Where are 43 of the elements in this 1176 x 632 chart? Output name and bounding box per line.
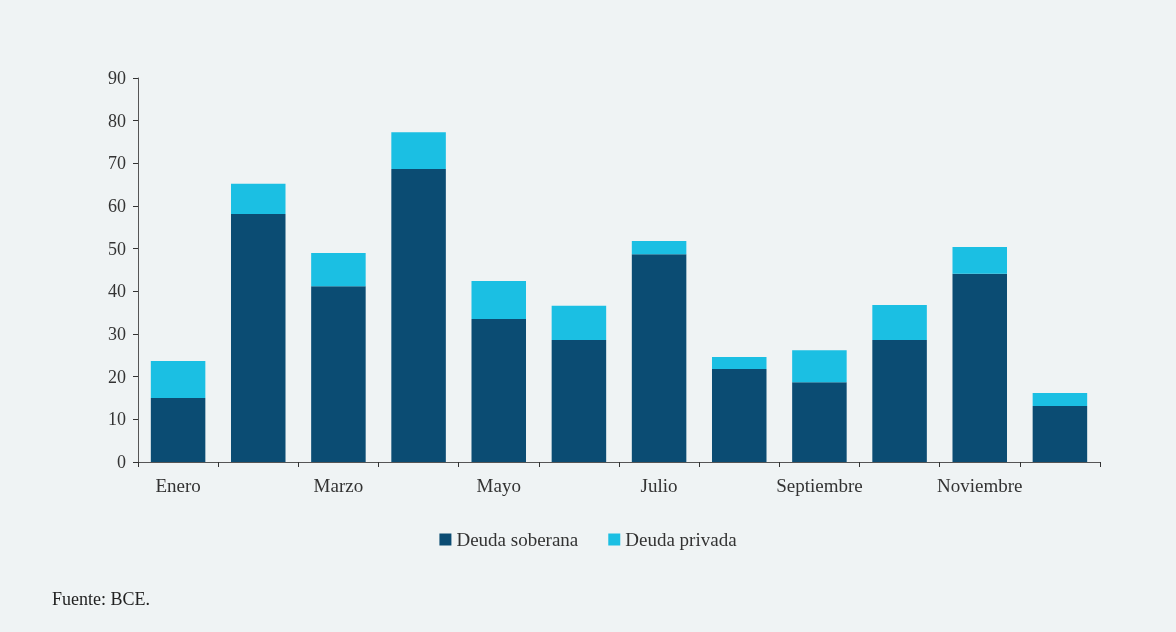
- bar: [872, 339, 927, 462]
- y-tick-label: 10: [108, 409, 126, 430]
- bar: [1032, 406, 1088, 462]
- bar: [230, 214, 286, 462]
- bar: [711, 357, 767, 369]
- y-tick-label: 40: [108, 281, 126, 302]
- y-tick-label: 0: [117, 452, 126, 472]
- x-tick-label: Enero: [155, 475, 201, 496]
- y-tick-label: 30: [108, 324, 126, 344]
- bar: [792, 350, 847, 383]
- y-tick-label: 50: [108, 238, 126, 259]
- bar: [391, 132, 446, 169]
- bar: [952, 246, 1008, 274]
- bar: [551, 305, 607, 340]
- bar: [471, 319, 527, 462]
- bar: [792, 382, 847, 462]
- bar: [631, 254, 687, 462]
- bar: [230, 183, 286, 215]
- y-tick-label: 80: [108, 110, 126, 131]
- y-tick-label: 90: [108, 68, 126, 88]
- bar: [391, 168, 446, 462]
- x-tick-label: Septiembre: [776, 475, 863, 496]
- y-tick-label: 20: [108, 366, 126, 387]
- x-tick-label: Julio: [640, 475, 678, 496]
- y-tick-label: 70: [108, 153, 126, 174]
- bar: [711, 368, 767, 462]
- bar: [471, 281, 527, 320]
- bar: [631, 240, 687, 255]
- x-tick-label: Mayo: [476, 475, 521, 496]
- bar: [1032, 392, 1088, 407]
- bar: [872, 304, 927, 340]
- y-tick-label: 60: [108, 196, 126, 216]
- source-note: Fuente: BCE.: [52, 589, 150, 609]
- x-tick-label: Marzo: [313, 475, 364, 496]
- bar: [311, 286, 366, 462]
- legend-label: Deuda privada: [625, 529, 738, 550]
- bar: [150, 360, 206, 398]
- bar: [150, 398, 206, 462]
- bar: [952, 273, 1008, 462]
- bar: [551, 339, 607, 462]
- bar: [311, 252, 366, 287]
- x-tick-label: Noviembre: [937, 475, 1023, 496]
- legend-label: Deuda soberana: [456, 529, 579, 550]
